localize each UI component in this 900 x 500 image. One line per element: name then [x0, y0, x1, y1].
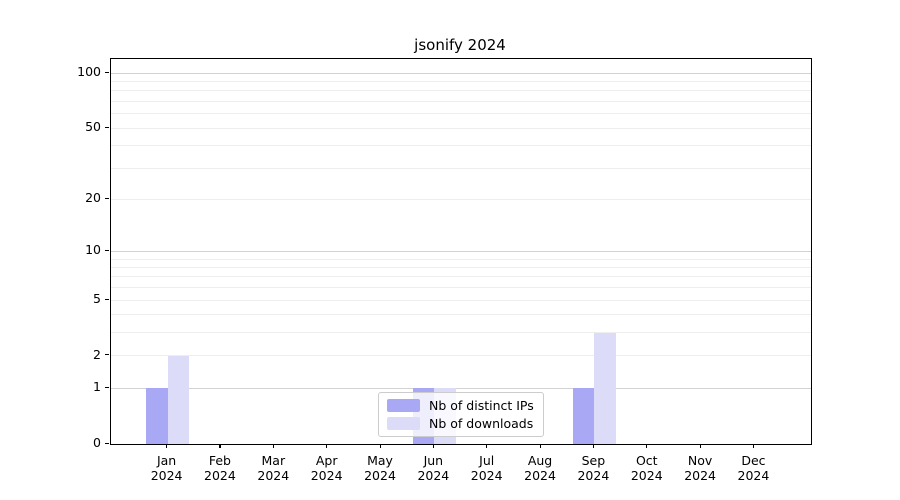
x-tick-mark: [272, 444, 274, 448]
bar-distinct-ips: [146, 388, 168, 444]
y-tick-mark: [105, 298, 109, 300]
y-tick-label: 5: [93, 291, 101, 307]
y-gridline-minor: [111, 90, 811, 92]
y-tick-mark: [105, 249, 109, 252]
y-tick-label: 100: [77, 64, 101, 80]
y-gridline-minor: [111, 258, 811, 260]
x-tick-label: Apr 2024: [310, 453, 343, 483]
y-tick-label: 20: [85, 190, 101, 206]
bar-downloads: [167, 355, 190, 444]
plot-area: [110, 58, 812, 445]
bar-downloads: [594, 332, 616, 444]
x-tick-label: Aug 2024: [524, 453, 556, 483]
y-tick-mark: [105, 126, 109, 128]
legend-swatch-distinct-ips: [387, 399, 420, 412]
y-tick-mark: [105, 386, 109, 388]
y-gridline-minor: [111, 266, 811, 268]
x-tick-label: May 2024: [364, 453, 396, 483]
x-tick-label: Jul 2024: [470, 453, 503, 483]
y-tick-mark: [105, 71, 109, 73]
x-tick-mark: [379, 444, 381, 448]
x-tick-mark: [752, 444, 755, 448]
x-tick-mark: [592, 444, 595, 448]
legend-item-downloads: Nb of downloads: [387, 416, 534, 431]
x-tick-label: Oct 2024: [630, 453, 663, 483]
legend: Nb of distinct IPs Nb of downloads: [378, 392, 544, 437]
x-tick-mark: [166, 444, 168, 448]
y-gridline-minor: [111, 127, 811, 129]
y-gridline-minor: [111, 314, 811, 316]
y-gridline-minor: [111, 287, 811, 289]
y-tick-label: 2: [93, 346, 101, 362]
legend-item-distinct-ips: Nb of distinct IPs: [387, 398, 534, 413]
x-tick-mark: [219, 444, 221, 448]
x-tick-label: Jun 2024: [417, 453, 450, 483]
x-tick-label: Feb 2024: [204, 453, 236, 483]
y-tick-label: 1: [93, 379, 101, 395]
x-tick-mark: [539, 444, 541, 448]
bar-distinct-ips: [572, 388, 595, 444]
y-tick-mark: [105, 442, 109, 444]
y-gridline-minor: [111, 113, 811, 115]
x-tick-label: Dec 2024: [737, 453, 770, 483]
legend-label-distinct-ips: Nb of distinct IPs: [429, 398, 534, 413]
x-tick-mark: [646, 444, 648, 448]
chart-title: jsonify 2024: [414, 36, 506, 54]
x-tick-mark: [486, 444, 488, 448]
y-gridline-minor: [111, 101, 811, 103]
y-gridline-minor: [111, 299, 811, 301]
y-tick-label: 0: [93, 435, 101, 450]
y-tick-mark: [105, 354, 109, 356]
x-tick-label: Jan 2024: [150, 453, 183, 483]
x-tick-mark: [699, 444, 701, 448]
y-tick-label: 50: [85, 119, 101, 135]
x-tick-mark: [326, 444, 328, 448]
y-gridline-major: [111, 72, 811, 74]
y-tick-mark: [105, 197, 109, 200]
y-gridline-major: [111, 250, 811, 252]
x-tick-label: Sep 2024: [577, 453, 610, 483]
legend-label-downloads: Nb of downloads: [429, 416, 534, 431]
y-gridline-major: [111, 387, 811, 389]
y-gridline-minor: [111, 145, 811, 147]
y-tick-label: 10: [85, 242, 101, 258]
x-tick-label: Mar 2024: [257, 453, 290, 483]
x-tick-label: Nov 2024: [684, 453, 716, 483]
y-gridline-minor: [111, 167, 811, 169]
y-gridline-minor: [111, 81, 811, 83]
y-gridline-minor: [111, 355, 811, 357]
y-gridline-minor: [111, 332, 811, 334]
legend-swatch-downloads: [387, 417, 420, 430]
y-gridline-minor: [111, 276, 811, 278]
x-tick-mark: [432, 444, 435, 448]
y-gridline-minor: [111, 198, 811, 200]
